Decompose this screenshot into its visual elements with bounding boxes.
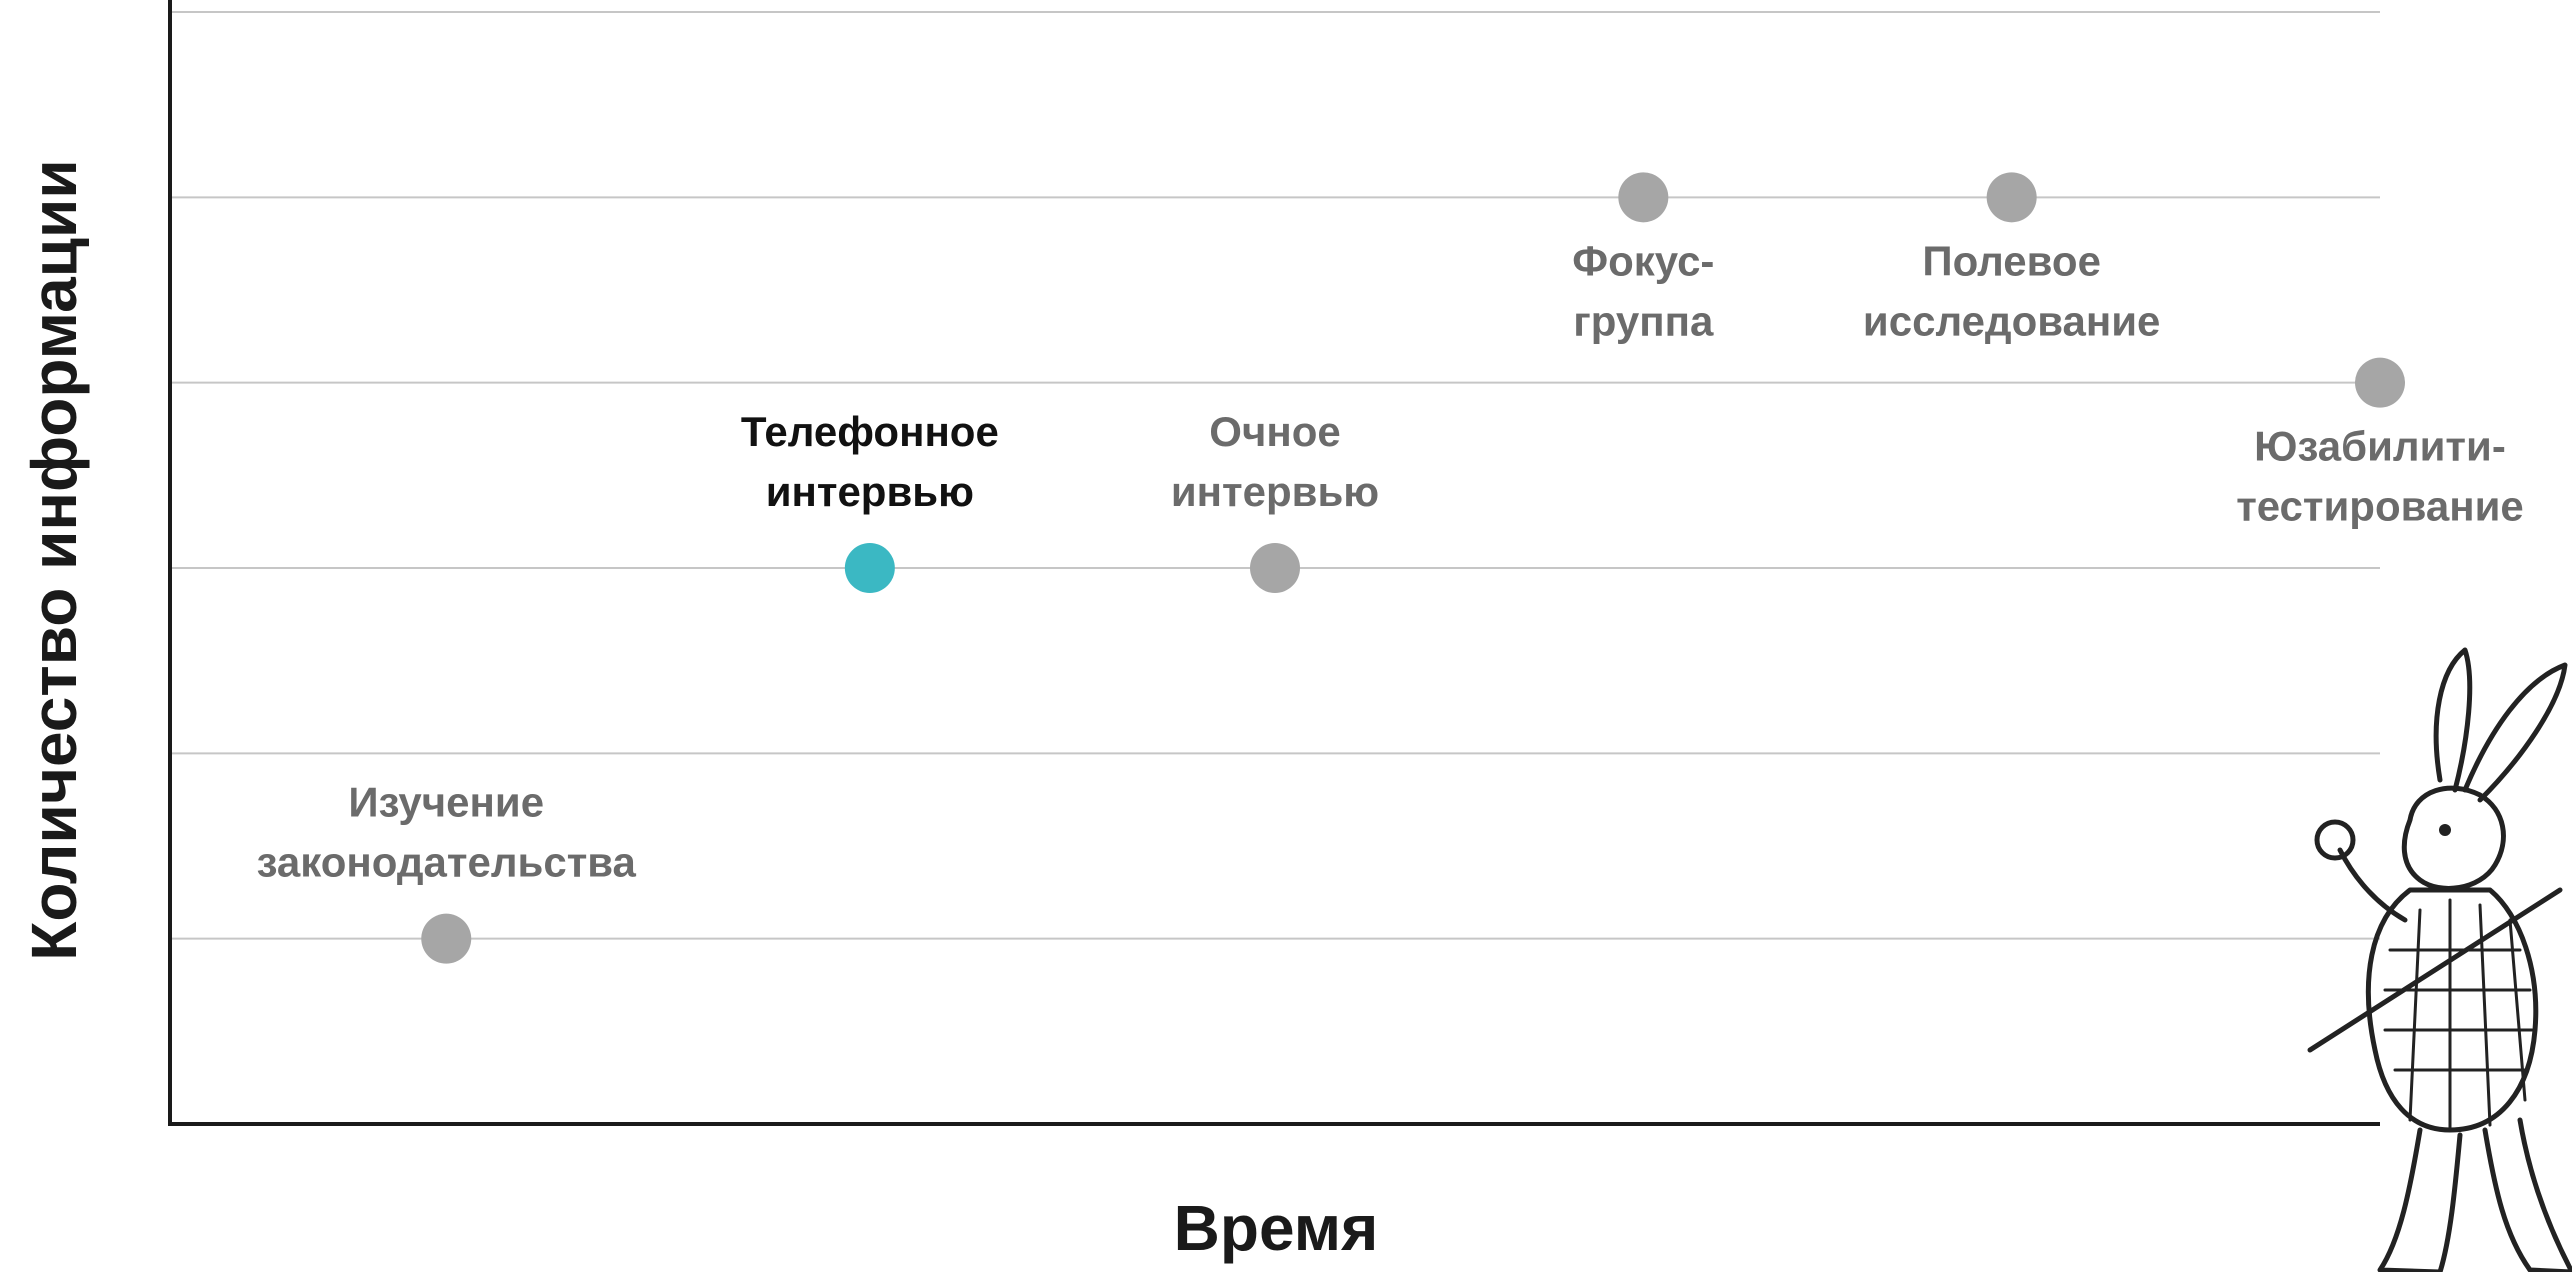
point-label: интервью	[766, 468, 974, 515]
point-label: Телефонное	[741, 408, 999, 455]
point-label: группа	[1573, 297, 1714, 344]
data-points	[421, 172, 2405, 964]
point-label: Очное	[1209, 408, 1340, 455]
point-label: исследование	[1863, 297, 2161, 344]
data-point	[1986, 172, 2037, 223]
point-label: интервью	[1171, 468, 1379, 515]
point-label: законодательства	[257, 839, 637, 886]
point-label: тестирование	[2236, 483, 2524, 530]
x-axis-title: Время	[1174, 1192, 1379, 1264]
data-point	[421, 913, 472, 964]
data-point-highlighted	[844, 543, 895, 593]
data-point	[1618, 172, 1669, 223]
point-label: Юзабилити-	[2254, 423, 2506, 470]
point-label: Изучение	[348, 779, 544, 826]
white-rabbit-illustration-icon	[2307, 647, 2572, 1272]
y-axis-title: Количество информации	[18, 159, 90, 960]
data-point	[1250, 543, 1300, 593]
axes	[168, 0, 2380, 1126]
data-point	[2355, 357, 2405, 408]
point-label: Фокус-	[1572, 237, 1714, 284]
point-label: Полевое	[1922, 237, 2101, 284]
point-labels: Изучение законодательства Телефонное интерв…	[257, 237, 2524, 885]
